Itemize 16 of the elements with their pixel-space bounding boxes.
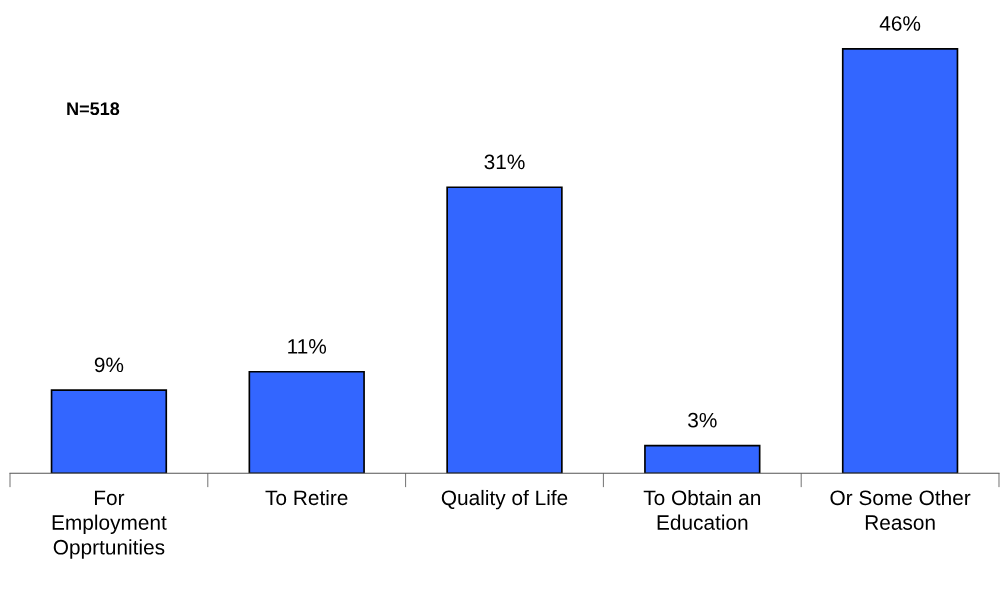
x-tick-label: Quality of Life (441, 489, 568, 510)
data-label: 9% (94, 357, 124, 373)
x-tick-label: For Employment Opprtunities (52, 490, 167, 559)
x-tick-label: Or Some Other Reason (830, 489, 971, 530)
bar (50, 389, 168, 474)
bar (248, 370, 365, 474)
data-label: 31% (484, 154, 525, 170)
x-tick-label: To Obtain an Education (643, 489, 761, 530)
data-label: 11% (288, 339, 327, 354)
data-label: 3% (688, 412, 717, 428)
data-label: 46% (879, 16, 921, 31)
annotation: N=518 (67, 102, 120, 116)
bar (841, 48, 959, 474)
x-tick-label: To Retire (265, 489, 348, 506)
bar (446, 186, 563, 474)
bar (644, 444, 761, 474)
